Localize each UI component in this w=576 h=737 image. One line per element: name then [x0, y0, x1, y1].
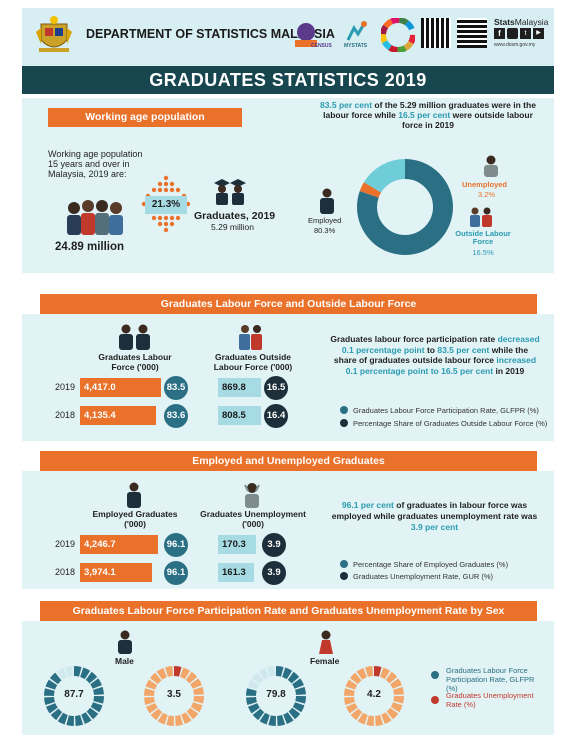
graduates-share-badge: 21.3% [145, 196, 187, 214]
employment-text: 96.1 per cent of graduates in labour for… [331, 500, 538, 532]
unemployed-bar: 170.3 [218, 535, 256, 554]
employed-label: Employed [308, 216, 342, 225]
by-sex-title: Graduates Labour Force Participation Rat… [40, 601, 537, 621]
website-url[interactable]: www.dosm.gov.my [494, 42, 536, 48]
labour-force-summary: 83.5 per cent of the 5.29 million gradua… [320, 100, 536, 130]
employed-col-title: Employed Graduates ('000) [92, 509, 178, 529]
legend-glfpr: Graduates Labour Force Participation Rat… [353, 406, 539, 415]
outside-value: 16.5% [472, 248, 494, 257]
labour-force-text: Graduates labour force participation rat… [330, 334, 540, 376]
graduates-label: Graduates, 2019 [194, 210, 276, 222]
employed-bar: 3,974.1 [80, 563, 152, 582]
gur-badge: 3.9 [262, 561, 286, 585]
outside-labour-people-icon [239, 325, 262, 350]
employment-title: Employed and Unemployed Graduates [40, 451, 537, 471]
legend-dot-sex-glfpr [431, 671, 439, 679]
outside-label: Outside Labour Force [455, 229, 511, 246]
unemployed-graduate-icon [244, 483, 260, 508]
employed-bar: 4,246.7 [80, 535, 158, 554]
employed-person-icon [320, 188, 334, 214]
glfpr-badge: 83.5 [164, 376, 188, 400]
graduates-icon [214, 179, 246, 205]
female-icon [319, 630, 333, 654]
gur-badge: 3.9 [262, 533, 286, 557]
working-age-panel [22, 98, 554, 273]
department-name: DEPARTMENT OF STATISTICS MALAYSIA [86, 27, 335, 41]
male-label: Male [115, 656, 134, 666]
labour-force-col-title: Graduates Labour Force ('000) [98, 352, 172, 372]
labour-force-title: Graduates Labour Force and Outside Labou… [40, 294, 537, 314]
facebook-icon[interactable]: f [494, 28, 505, 39]
unemployment-col-title: Graduates Unemployment ('000) [200, 509, 306, 529]
olf-share-badge: 16.5 [264, 376, 288, 400]
working-age-intro: Working age population 15 years and over… [48, 149, 143, 179]
labour-force-donut [357, 159, 453, 255]
census-logo-text: CENSUS [311, 43, 332, 49]
male-icon [118, 630, 132, 654]
labour-force-bar: 4,135.4 [80, 406, 156, 425]
employed-value: 80.3% [314, 226, 336, 235]
legend-dot-employed [340, 560, 348, 568]
labour-force-people-icon [119, 324, 150, 350]
sdg-wheel-icon [380, 17, 416, 53]
year-label: 2018 [55, 567, 76, 577]
outside-labour-force-icon [470, 207, 492, 227]
glfpr-badge: 83.6 [164, 404, 188, 428]
social-icons: f t ▶ [494, 28, 544, 39]
unemployed-label: Unemployed [462, 180, 508, 189]
outside-labour-bar: 808.5 [218, 406, 261, 425]
female-gur-value: 4.2 [367, 689, 381, 700]
graduates-value: 5.29 million [211, 222, 254, 232]
legend-dot-gur [340, 572, 348, 580]
census-logo-icon [292, 20, 320, 50]
page-title: GRADUATES STATISTICS 2019 [22, 66, 554, 94]
legend-employed: Percentage Share of Employed Graduates (… [353, 560, 509, 569]
outside-labour-col-title: Graduates Outside Labour Force ('000) [213, 352, 293, 372]
male-glfpr-value: 87.7 [64, 689, 84, 700]
year-label: 2019 [55, 539, 76, 549]
employed-graduate-icon [127, 482, 141, 508]
legend-sex-gur: Graduates Unemployment Rate (%) [446, 691, 534, 709]
male-gur-value: 3.5 [167, 689, 181, 700]
unemployed-person-icon [484, 155, 498, 177]
olf-share-badge: 16.4 [264, 404, 288, 428]
legend-sex-glfpr: Graduates Labour Force Participation Rat… [446, 666, 535, 693]
legend-dot-glfpr [340, 406, 348, 414]
employed-share-badge: 96.1 [164, 561, 188, 585]
year-label: 2018 [55, 410, 76, 420]
legend-gur: Graduates Unemployment Rate, GUR (%) [353, 572, 494, 581]
year-label: 2019 [55, 382, 76, 392]
qr-code-icon[interactable] [457, 18, 487, 48]
mystats-logo-text: MYSTATS [344, 43, 368, 49]
unemployed-value: 3.2% [478, 190, 496, 199]
qr-code-icon[interactable] [421, 18, 451, 48]
legend-dot-olf [340, 419, 348, 427]
people-group-icon [67, 200, 123, 235]
malaysia-crest-icon [36, 16, 72, 52]
instagram-icon[interactable] [507, 28, 518, 39]
mystats-logo-icon [344, 20, 370, 50]
donut-outside-slice [357, 159, 453, 255]
legend-olf: Percentage Share of Graduates Outside La… [353, 419, 548, 428]
labour-force-bar: 4,417.0 [80, 378, 161, 397]
legend-dot-sex-gur [431, 696, 439, 704]
brand-name: StatsMalaysia [494, 17, 549, 27]
working-age-title: Working age population [48, 108, 242, 127]
employed-share-badge: 96.1 [164, 533, 188, 557]
working-age-population: 24.89 million [55, 241, 125, 253]
female-glfpr-value: 79.8 [266, 689, 286, 700]
youtube-icon[interactable]: ▶ [533, 28, 544, 39]
twitter-icon[interactable]: t [520, 28, 531, 39]
female-label: Female [310, 656, 340, 666]
outside-labour-bar: 869.8 [218, 378, 261, 397]
unemployed-bar: 161.3 [218, 563, 254, 582]
